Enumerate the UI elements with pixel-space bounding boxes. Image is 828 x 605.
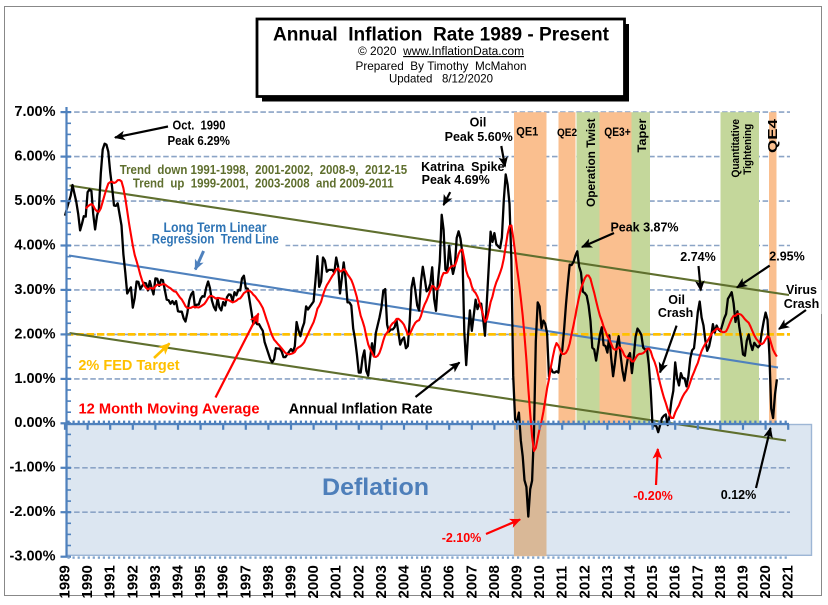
svg-text:12 Month Moving Average: 12 Month Moving Average — [79, 401, 260, 418]
svg-text:1994: 1994 — [170, 564, 187, 598]
svg-text:Trend up 1999-2001, 2003-20: Trend up 1999-2001, 2003-2008 and 2009-2… — [133, 176, 394, 191]
svg-text:1992: 1992 — [124, 565, 141, 598]
svg-text:© 2020 www.InflationData.com: © 2020 www.InflationData.com — [358, 46, 524, 58]
svg-text:2015: 2015 — [644, 565, 661, 598]
svg-text:QE4: QE4 — [766, 119, 780, 153]
svg-text:2014: 2014 — [622, 564, 639, 598]
svg-text:2012: 2012 — [576, 565, 593, 598]
svg-text:Taper: Taper — [635, 118, 649, 152]
svg-text:2019: 2019 — [735, 565, 752, 598]
svg-text:1999: 1999 — [283, 565, 300, 598]
svg-text:1989: 1989 — [57, 565, 74, 598]
svg-text:Annual Inflation Rate: Annual Inflation Rate — [289, 401, 433, 418]
svg-text:2021: 2021 — [780, 565, 797, 598]
svg-text:Crash: Crash — [784, 297, 819, 311]
svg-text:2017: 2017 — [689, 565, 706, 598]
svg-text:2002: 2002 — [350, 565, 367, 598]
svg-text:Katrina Spike: Katrina Spike — [421, 160, 504, 174]
svg-text:2011: 2011 — [554, 566, 571, 599]
svg-text:Peak 3.87%: Peak 3.87% — [610, 221, 678, 235]
svg-text:2008: 2008 — [486, 565, 503, 598]
svg-text:Long Term Linear: Long Term Linear — [164, 220, 268, 235]
svg-text:-3.00%: -3.00% — [10, 549, 56, 565]
svg-text:0.00%: 0.00% — [14, 415, 55, 431]
svg-text:2018: 2018 — [712, 565, 729, 598]
svg-text:1991: 1991 — [102, 565, 119, 598]
svg-text:-0.20%: -0.20% — [633, 489, 673, 503]
svg-text:1995: 1995 — [192, 565, 209, 598]
svg-text:Regression Trend Line: Regression Trend Line — [152, 232, 279, 247]
svg-text:2010: 2010 — [531, 565, 548, 598]
svg-text:Trend down 1991-1998, 2001-2: Trend down 1991-1998, 2001-2002, 2008-9,… — [120, 162, 408, 177]
svg-text:QE1: QE1 — [516, 125, 538, 139]
svg-text:3.00%: 3.00% — [14, 282, 55, 298]
svg-text:6.00%: 6.00% — [14, 149, 55, 165]
svg-text:-2.10%: -2.10% — [442, 531, 482, 545]
svg-text:2005: 2005 — [418, 565, 435, 598]
svg-text:2001: 2001 — [328, 565, 345, 598]
svg-text:Virus: Virus — [786, 283, 817, 297]
svg-text:-1.00%: -1.00% — [10, 460, 56, 476]
svg-text:1997: 1997 — [237, 565, 254, 598]
svg-text:QE2: QE2 — [557, 127, 577, 139]
svg-text:2% FED Target: 2% FED Target — [78, 358, 179, 374]
svg-text:0.12%: 0.12% — [721, 488, 756, 502]
svg-text:1996: 1996 — [215, 565, 232, 598]
svg-text:2016: 2016 — [667, 565, 684, 598]
svg-text:2.74%: 2.74% — [680, 250, 715, 264]
svg-text:2000: 2000 — [305, 565, 322, 598]
svg-text:7.00%: 7.00% — [14, 104, 55, 120]
svg-text:2006: 2006 — [441, 565, 458, 598]
svg-text:Oct. 1990: Oct. 1990 — [173, 119, 226, 133]
svg-text:-2.00%: -2.00% — [10, 504, 56, 520]
svg-text:2007: 2007 — [463, 565, 480, 598]
svg-text:Oil: Oil — [470, 116, 487, 130]
svg-text:Oil: Oil — [668, 293, 685, 307]
svg-text:5.00%: 5.00% — [14, 193, 55, 209]
svg-text:Crash: Crash — [658, 306, 693, 320]
svg-text:2009: 2009 — [509, 565, 526, 598]
svg-text:Updated 8/12/2020: Updated 8/12/2020 — [389, 72, 493, 86]
svg-text:Tightening: Tightening — [742, 124, 754, 175]
svg-text:Prepared By Timothy McMahon: Prepared By Timothy McMahon — [356, 59, 527, 73]
svg-text:Annual Inflation Rate 1989 -: Annual Inflation Rate 1989 - Present — [273, 24, 609, 46]
svg-text:2004: 2004 — [396, 564, 413, 598]
svg-text:QE3+: QE3+ — [604, 127, 631, 139]
svg-text:1998: 1998 — [260, 565, 277, 598]
svg-text:Peak 4.69%: Peak 4.69% — [422, 173, 490, 187]
svg-text:Deflation: Deflation — [322, 474, 429, 501]
svg-text:1.00%: 1.00% — [14, 371, 55, 387]
svg-text:1993: 1993 — [147, 565, 164, 598]
svg-text:Peak 6.29%: Peak 6.29% — [168, 134, 230, 148]
svg-text:2003: 2003 — [373, 565, 390, 598]
svg-text:Quantitative: Quantitative — [730, 119, 742, 178]
svg-text:2013: 2013 — [599, 565, 616, 598]
svg-text:2020: 2020 — [757, 565, 774, 598]
svg-text:Peak 5.60%: Peak 5.60% — [445, 130, 513, 144]
svg-text:4.00%: 4.00% — [14, 237, 55, 253]
svg-text:1990: 1990 — [79, 565, 96, 598]
svg-text:2.00%: 2.00% — [14, 326, 55, 342]
svg-text:2.95%: 2.95% — [769, 250, 804, 264]
svg-text:Operation Twist: Operation Twist — [584, 118, 598, 207]
